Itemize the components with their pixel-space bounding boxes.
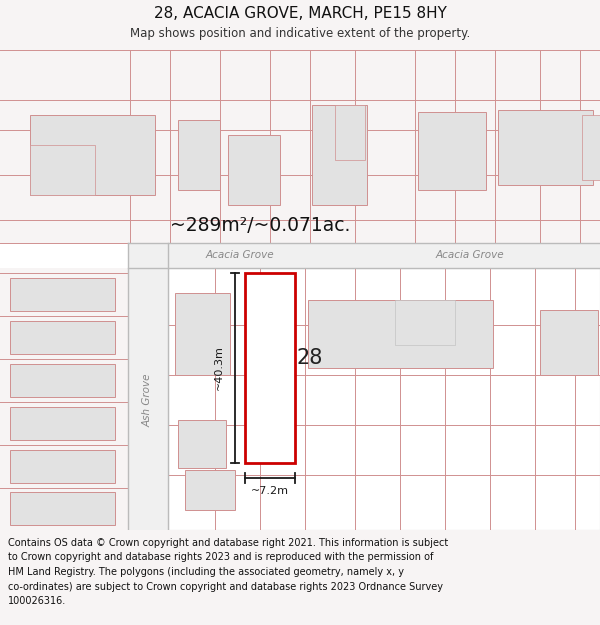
Bar [308, 300, 493, 368]
Bar [10, 407, 115, 440]
Bar [228, 135, 280, 205]
Bar [0, 50, 600, 243]
Text: Map shows position and indicative extent of the property.: Map shows position and indicative extent… [130, 26, 470, 39]
Bar [168, 268, 600, 530]
Bar [0, 268, 128, 530]
Bar [178, 420, 226, 468]
Bar [10, 450, 115, 483]
Text: ~7.2m: ~7.2m [251, 486, 289, 496]
Bar [335, 105, 365, 160]
Bar [128, 268, 168, 530]
Bar [582, 115, 600, 180]
Bar [10, 321, 115, 354]
Text: co-ordinates) are subject to Crown copyright and database rights 2023 Ordnance S: co-ordinates) are subject to Crown copyr… [8, 581, 443, 591]
Bar [10, 278, 115, 311]
Bar [312, 105, 367, 205]
Text: Acacia Grove: Acacia Grove [206, 251, 274, 261]
Bar [185, 470, 235, 510]
Bar [245, 273, 295, 463]
Bar [418, 112, 486, 190]
Text: ~289m²/~0.071ac.: ~289m²/~0.071ac. [170, 216, 350, 235]
Bar [498, 110, 593, 185]
Text: 28, ACACIA GROVE, MARCH, PE15 8HY: 28, ACACIA GROVE, MARCH, PE15 8HY [154, 6, 446, 21]
Bar [395, 300, 455, 345]
Text: Ash Grove: Ash Grove [143, 373, 153, 427]
Text: to Crown copyright and database rights 2023 and is reproduced with the permissio: to Crown copyright and database rights 2… [8, 552, 433, 562]
Text: Contains OS data © Crown copyright and database right 2021. This information is : Contains OS data © Crown copyright and d… [8, 538, 448, 548]
Bar [540, 310, 598, 375]
Text: Acacia Grove: Acacia Grove [436, 251, 505, 261]
Bar [10, 364, 115, 397]
Text: 28: 28 [297, 349, 323, 369]
Bar [30, 115, 155, 195]
Bar [10, 492, 115, 525]
Text: 100026316.: 100026316. [8, 596, 66, 606]
Bar [128, 243, 600, 268]
Bar [175, 293, 230, 375]
Text: HM Land Registry. The polygons (including the associated geometry, namely x, y: HM Land Registry. The polygons (includin… [8, 567, 404, 577]
Bar [178, 120, 220, 190]
Bar [30, 145, 95, 195]
Text: ~40.3m: ~40.3m [214, 346, 224, 391]
